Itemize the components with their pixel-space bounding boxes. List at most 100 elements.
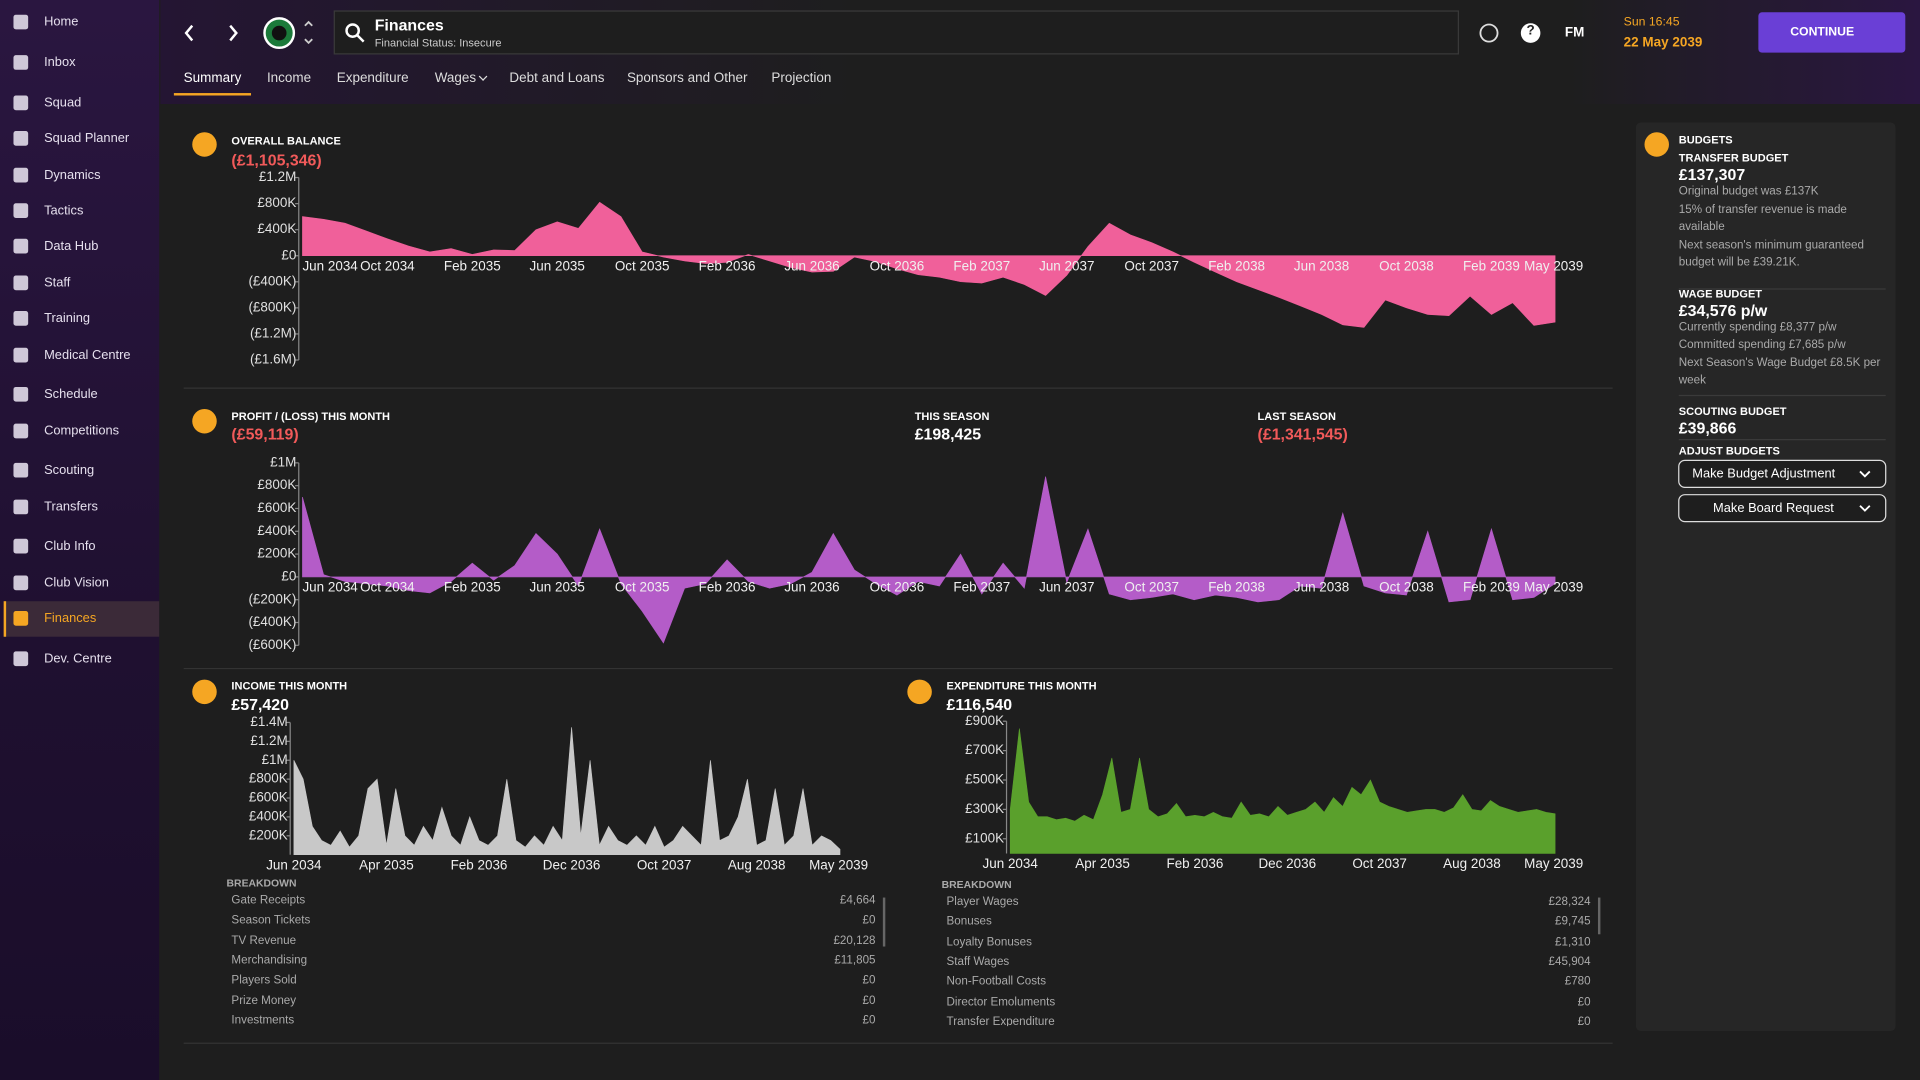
breakdown-name: Prize Money xyxy=(231,993,297,1008)
dropdown-icon xyxy=(1859,505,1871,512)
back-icon[interactable] xyxy=(184,24,194,42)
y-tick-label: (£800K) xyxy=(248,299,296,314)
menu-item[interactable]: Schedule xyxy=(44,386,98,402)
menu-icon[interactable] xyxy=(13,311,29,326)
expenditure-breakdown: Player Wages £28,324 Bonuses £9,745 Loyalty … xyxy=(942,895,1593,1026)
menu-item[interactable]: Training xyxy=(44,311,91,326)
sidebar-menu: Home Inbox Squad Squad Planner Dynamics Tacti… xyxy=(0,0,160,1080)
menu-icon[interactable] xyxy=(13,611,29,626)
menu-icon[interactable] xyxy=(13,538,29,554)
budget-adjust-button[interactable] xyxy=(1678,459,1887,488)
y-tick-label: £1.2M xyxy=(250,733,287,748)
breakdown-name: Gate Receipts xyxy=(231,893,306,908)
budget-label: TRANSFER BUDGET xyxy=(1678,151,1789,165)
menu-icon[interactable] xyxy=(13,14,29,30)
menu-item[interactable]: Club Info xyxy=(44,538,96,554)
y-tick-label: £1.2M xyxy=(259,169,296,184)
x-tick-label: Apr 2035 xyxy=(359,857,414,872)
budgets-icon xyxy=(1644,132,1669,157)
menu-item[interactable]: Home xyxy=(44,14,79,30)
menu-icon[interactable] xyxy=(13,131,29,146)
section-value: £198,425 xyxy=(914,424,982,444)
x-tick-label: Feb 2039 xyxy=(1463,259,1520,274)
menu-item[interactable]: Transfers xyxy=(44,499,98,515)
menu-item[interactable]: Finances xyxy=(44,611,97,626)
section-label: THIS SEASON xyxy=(914,410,990,423)
breakdown-name: Bonuses xyxy=(946,915,992,929)
menu-icon[interactable] xyxy=(13,575,29,591)
income-breakdown: Gate Receipts £4,664 Season Tickets £0 TV Re… xyxy=(227,894,878,1026)
menu-item[interactable]: Club Vision xyxy=(44,575,109,591)
x-tick-label: Feb 2036 xyxy=(699,579,756,594)
menu-item[interactable]: Data Hub xyxy=(44,238,99,254)
menu-icon[interactable] xyxy=(13,386,29,402)
menu-item[interactable]: Dev. Centre xyxy=(44,651,112,667)
section-label: OVERALL BALANCE xyxy=(231,134,341,147)
breakdown-value: £1,310 xyxy=(1555,935,1591,949)
section-value: (£59,119) xyxy=(231,424,299,444)
breakdown-name: Merchandising xyxy=(231,953,308,968)
menu-item[interactable]: Squad xyxy=(44,95,82,111)
breakdown-label: BREAKDOWN xyxy=(941,877,1012,891)
tab[interactable]: Wages xyxy=(434,71,477,86)
menu-item[interactable]: Staff xyxy=(44,275,71,291)
tab[interactable]: Summary xyxy=(173,71,252,96)
continue-button[interactable] xyxy=(1758,12,1906,53)
y-tick-label: £200K xyxy=(257,546,296,561)
tab[interactable]: Sponsors and Other xyxy=(626,71,748,86)
tab[interactable]: Projection xyxy=(771,71,832,86)
time: Sun 16:45 xyxy=(1623,15,1680,30)
tab[interactable]: Expenditure xyxy=(336,71,409,86)
tab[interactable]: Income xyxy=(266,71,312,86)
menu-icon[interactable] xyxy=(13,275,29,291)
section-label: INCOME THIS MONTH xyxy=(231,679,348,692)
page-subtitle: Financial Status: Insecure xyxy=(374,36,502,49)
balance-icon xyxy=(192,132,217,157)
menu-item[interactable]: Inbox xyxy=(44,55,76,70)
x-tick-label: Feb 2038 xyxy=(1208,579,1265,594)
menu-icon[interactable] xyxy=(13,651,29,667)
menu-item[interactable]: Medical Centre xyxy=(44,347,131,363)
button-label[interactable]: Make Budget Adjustment xyxy=(1692,466,1836,482)
y-tick-label: £1M xyxy=(270,454,296,469)
breakdown-value: £11,805 xyxy=(834,953,876,968)
y-tick-label: (£400K) xyxy=(248,273,296,288)
x-tick-label: Feb 2038 xyxy=(1208,259,1265,274)
button-label[interactable]: Make Board Request xyxy=(1713,500,1834,516)
globe-icon[interactable] xyxy=(1479,23,1499,43)
breakdown-value: £20,128 xyxy=(833,933,876,948)
search-bar[interactable] xyxy=(333,10,1459,55)
x-tick-label: Jun 2034 xyxy=(302,579,358,594)
board-request-button[interactable] xyxy=(1678,494,1887,523)
x-tick-label: Jun 2035 xyxy=(530,259,585,274)
y-tick-label: (£400K) xyxy=(248,614,296,629)
x-tick-label: Feb 2039 xyxy=(1463,579,1520,594)
forward-icon[interactable] xyxy=(229,24,238,42)
menu-item[interactable]: Tactics xyxy=(44,203,84,218)
tab[interactable]: Debt and Loans xyxy=(509,71,605,86)
menu-item[interactable]: Squad Planner xyxy=(44,131,130,146)
y-tick-label: (£600K) xyxy=(248,637,296,652)
menu-item[interactable]: Competitions xyxy=(44,423,120,439)
breakdown-value: £0 xyxy=(1577,1014,1591,1027)
continue-label[interactable]: CONTINUE xyxy=(1790,25,1855,40)
menu-item[interactable]: Dynamics xyxy=(44,167,101,183)
menu-item[interactable]: Scouting xyxy=(44,462,95,478)
menu-icon[interactable] xyxy=(13,347,29,363)
club-badge-inner xyxy=(271,25,287,41)
down-icon[interactable] xyxy=(304,38,313,45)
menu-icon[interactable] xyxy=(13,238,29,254)
menu-icon[interactable] xyxy=(13,462,29,478)
menu-icon[interactable] xyxy=(13,55,29,70)
menu-icon[interactable] xyxy=(13,167,29,183)
help-icon[interactable] xyxy=(1520,23,1541,43)
x-tick-label: Oct 2037 xyxy=(637,857,692,872)
menu-icon[interactable] xyxy=(13,499,29,515)
x-tick-label: Dec 2036 xyxy=(1258,856,1316,871)
up-icon[interactable] xyxy=(304,20,313,27)
menu-icon[interactable] xyxy=(13,203,29,218)
menu-icon[interactable] xyxy=(13,423,29,439)
area xyxy=(293,727,841,856)
menu-icon[interactable] xyxy=(13,95,29,111)
